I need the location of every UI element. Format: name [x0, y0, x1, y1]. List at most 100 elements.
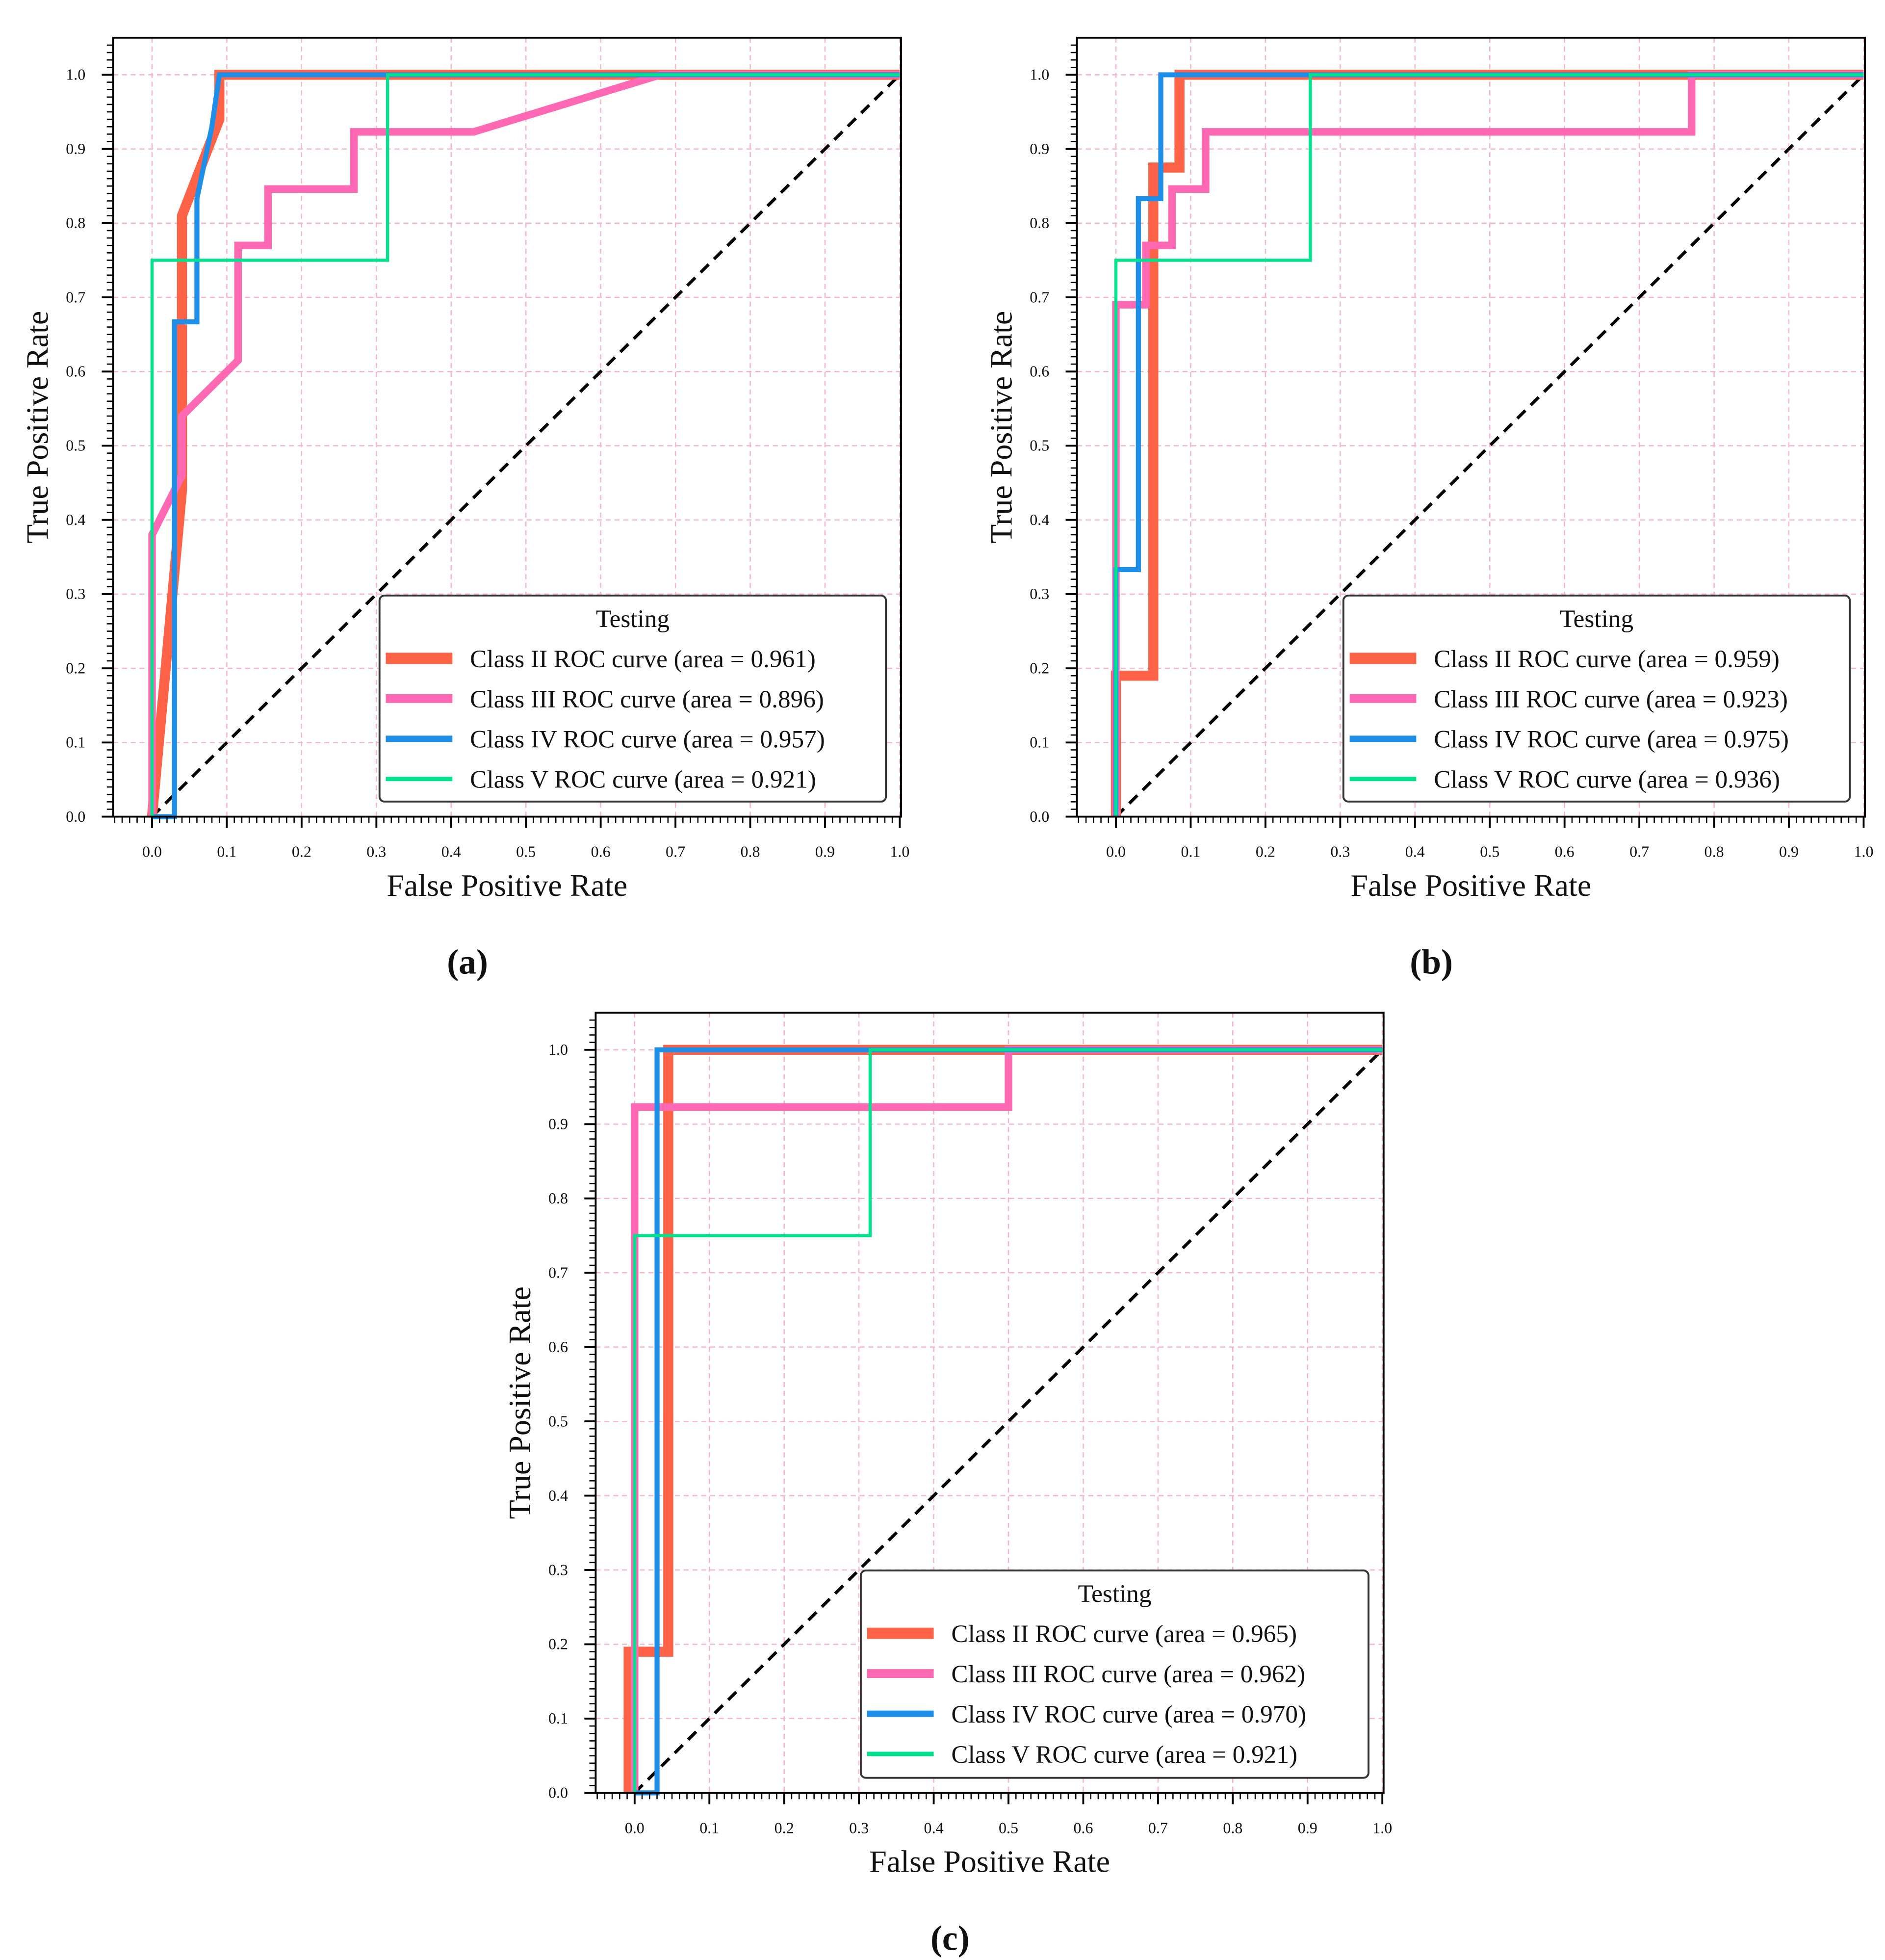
y-tick-label: 0.7	[548, 1263, 568, 1281]
x-tick-label: 0.6	[1073, 1819, 1093, 1836]
chance-diagonal	[633, 1048, 1384, 1794]
x-tick-label: 0.3	[366, 843, 386, 861]
legend-entry: Class III ROC curve (area = 0.896)	[470, 685, 824, 713]
y-tick-label: 0.9	[548, 1115, 568, 1133]
legend-entry: Class IV ROC curve (area = 0.975)	[1434, 726, 1789, 754]
y-tick-label: 0.6	[66, 363, 85, 380]
chance-diagonal	[151, 74, 901, 818]
y-axis-label: True Positive Rate	[20, 311, 54, 544]
legend-entry: Class V ROC curve (area = 0.921)	[470, 766, 816, 794]
y-tick-label: 0.7	[66, 288, 85, 306]
legend-box	[1342, 594, 1851, 803]
y-tick-label: 0.1	[66, 733, 85, 751]
legend-title: Testing	[1078, 1580, 1151, 1608]
x-tick-label: 0.1	[217, 843, 236, 861]
y-tick-label: 0.8	[1030, 214, 1049, 232]
y-tick-label: 0.3	[1030, 585, 1049, 602]
legend-entry: Class II ROC curve (area = 0.965)	[951, 1620, 1297, 1648]
y-tick-label: 0.3	[548, 1561, 568, 1578]
y-tick-label: 0.4	[66, 511, 85, 528]
x-tick-label: 1.0	[1854, 843, 1873, 861]
y-tick-label: 0.0	[1030, 808, 1049, 825]
y-tick-label: 1.0	[548, 1041, 568, 1058]
y-tick-label: 0.5	[66, 437, 85, 454]
y-tick-label: 0.0	[548, 1784, 568, 1802]
roc-panel-c: 0.0 0.1 0.2 0.3 0.4 0.5 0.6 0.7 0.8 0.9 1.0 0.0 0.1 0…	[502, 1012, 1392, 1958]
x-tick-label: 0.0	[625, 1819, 645, 1836]
x-tick-label: 0.5	[1480, 843, 1499, 861]
roc-curve-class-v	[1114, 73, 1864, 817]
roc-panel-b: 0.0 0.1 0.2 0.3 0.4 0.5 0.6 0.7 0.8 0.9 1.0 0.0 0.1 0…	[983, 36, 1873, 982]
x-tick-label: 0.6	[591, 843, 611, 861]
roc-panel-a: 0.0 0.1 0.2 0.3 0.4 0.5 0.6 0.7 0.8 0.9 1.0 0.0 0.1 0…	[20, 36, 909, 982]
x-tick-label: 0.4	[924, 1819, 944, 1836]
y-tick-label: 0.2	[66, 659, 85, 677]
legend-entry: Class V ROC curve (area = 0.921)	[951, 1741, 1297, 1769]
panel-caption: (a)	[447, 942, 488, 982]
x-tick-label: 0.9	[815, 843, 835, 861]
x-tick-label: 0.8	[1704, 843, 1724, 861]
x-axis-label: False Positive Rate	[869, 1844, 1110, 1879]
x-tick-label: 0.6	[1555, 843, 1575, 861]
x-tick-label: 0.9	[1779, 843, 1799, 861]
x-tick-label: 0.7	[1629, 843, 1649, 861]
y-axis-label: True Positive Rate	[502, 1286, 537, 1519]
y-tick-label: 0.3	[66, 585, 85, 602]
y-tick-label: 0.8	[548, 1189, 568, 1207]
y-tick-label: 0.5	[1030, 437, 1049, 454]
x-tick-label: 0.4	[441, 843, 461, 861]
x-tick-label: 0.9	[1298, 1819, 1317, 1836]
legend-title: Testing	[1560, 605, 1633, 633]
legend-title: Testing	[596, 605, 670, 633]
x-tick-label: 0.2	[1256, 843, 1275, 861]
y-tick-label: 0.9	[1030, 140, 1049, 157]
y-tick-label: 0.0	[66, 808, 85, 825]
x-tick-label: 0.7	[666, 843, 685, 861]
y-tick-label: 0.2	[1030, 659, 1049, 677]
legend-entry: Class II ROC curve (area = 0.959)	[1434, 645, 1780, 673]
y-tick-label: 0.6	[548, 1338, 568, 1356]
x-tick-label: 0.2	[775, 1819, 794, 1836]
y-tick-label: 1.0	[1030, 66, 1049, 83]
x-tick-label: 0.5	[516, 843, 536, 861]
plot-frame	[594, 1012, 1385, 1794]
y-tick-label: 1.0	[66, 66, 85, 83]
x-tick-label: 0.8	[741, 843, 760, 861]
legend-entry: Class III ROC curve (area = 0.962)	[951, 1660, 1305, 1688]
y-tick-label: 0.1	[1030, 733, 1049, 751]
x-tick-label: 0.8	[1223, 1819, 1242, 1836]
chance-diagonal	[1114, 74, 1865, 818]
x-tick-label: 1.0	[890, 843, 909, 861]
y-tick-label: 0.6	[1030, 363, 1049, 380]
x-tick-label: 0.0	[1106, 843, 1126, 861]
x-tick-label: 0.0	[142, 843, 162, 861]
x-tick-label: 1.0	[1372, 1819, 1392, 1836]
y-tick-label: 0.8	[66, 214, 85, 232]
roc-curve-class-iii	[148, 71, 900, 817]
plot-frame	[112, 36, 902, 818]
roc-curve-class-v	[150, 73, 900, 817]
y-axis-label: True Positive Rate	[983, 311, 1018, 544]
x-tick-label: 0.3	[849, 1819, 869, 1836]
legend-entry: Class III ROC curve (area = 0.923)	[1434, 685, 1788, 713]
legend-entry: Class IV ROC curve (area = 0.957)	[470, 726, 825, 754]
x-tick-label: 0.1	[1181, 843, 1200, 861]
plot-frame	[1076, 36, 1866, 818]
panel-caption: (b)	[1410, 942, 1453, 982]
x-tick-label: 0.3	[1330, 843, 1350, 861]
x-tick-label: 0.4	[1405, 843, 1425, 861]
y-tick-label: 0.4	[1030, 511, 1049, 528]
x-tick-label: 0.5	[999, 1819, 1018, 1836]
y-tick-label: 0.9	[66, 140, 85, 157]
y-tick-label: 0.4	[548, 1487, 568, 1504]
legend-box	[860, 1569, 1369, 1779]
x-axis-label: False Positive Rate	[387, 868, 627, 903]
y-tick-label: 0.5	[548, 1412, 568, 1430]
legend-entry: Class IV ROC curve (area = 0.970)	[951, 1700, 1306, 1728]
x-tick-label: 0.1	[699, 1819, 719, 1836]
y-tick-label: 0.1	[548, 1709, 568, 1727]
y-tick-label: 0.7	[1030, 288, 1049, 306]
x-axis-label: False Positive Rate	[1350, 868, 1591, 903]
